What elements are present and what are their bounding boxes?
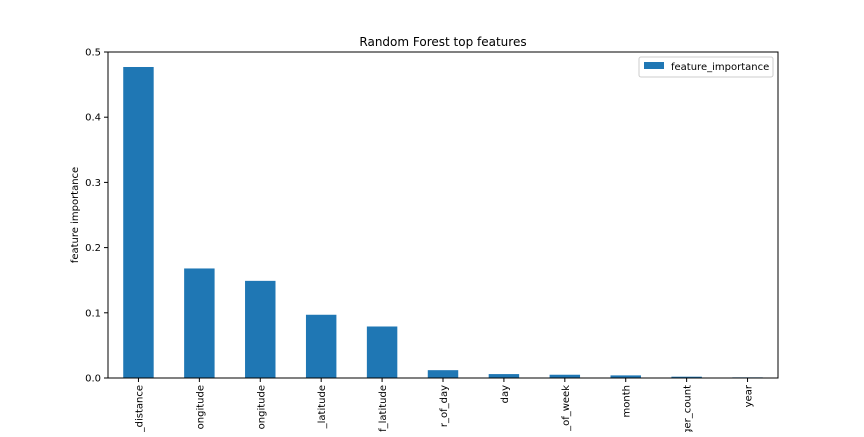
legend-label: feature_importance bbox=[671, 62, 769, 73]
y-tick-label-5: 0.5 bbox=[85, 48, 101, 59]
y-axis: 0.0 0.1 0.2 0.3 0.4 0.5 bbox=[85, 48, 108, 385]
y-tick-label-1: 0.1 bbox=[85, 308, 101, 319]
legend: feature_importance bbox=[638, 56, 774, 78]
bar-5 bbox=[427, 370, 459, 378]
bar-9 bbox=[671, 376, 702, 378]
bar-0 bbox=[123, 66, 154, 378]
x-tick-label-8: month bbox=[622, 385, 633, 417]
y-tick-label-2: 0.2 bbox=[85, 243, 101, 254]
x-tick-label-0: _distance bbox=[134, 385, 145, 432]
legend-box bbox=[638, 56, 774, 78]
x-tick-label-6: day bbox=[500, 385, 511, 403]
x-tick-label-10: year bbox=[744, 384, 755, 407]
bar-2 bbox=[245, 280, 276, 378]
y-tick-label-0: 0.0 bbox=[85, 374, 101, 385]
x-tick-label-3: _latitude bbox=[317, 385, 328, 429]
x-tick-label-5: r_of_day bbox=[439, 385, 450, 427]
bar-7 bbox=[549, 374, 581, 378]
x-tick-label-7: _of_week bbox=[561, 385, 572, 432]
x-tick-label-9: ger_count bbox=[683, 385, 694, 432]
bar-8 bbox=[610, 375, 641, 378]
bars-group bbox=[123, 66, 763, 378]
x-tick-label-4: f_latitude bbox=[378, 385, 389, 432]
bar-6 bbox=[488, 374, 520, 378]
x-axis: _distance ongitude ongitude _latitude f_lati… bbox=[134, 378, 755, 435]
chart-title: Random Forest top features bbox=[359, 35, 526, 49]
x-tick-label-2: ongitude bbox=[256, 385, 267, 429]
bar-3 bbox=[305, 314, 337, 378]
y-axis-label: feature importance bbox=[70, 167, 81, 263]
y-tick-label-3: 0.3 bbox=[85, 178, 101, 189]
x-tick-label-1: ongitude bbox=[195, 385, 206, 429]
plot-frame bbox=[107, 51, 779, 379]
bar-1 bbox=[184, 268, 215, 378]
legend-swatch bbox=[644, 62, 664, 69]
bar-4 bbox=[366, 326, 398, 378]
y-tick-label-4: 0.4 bbox=[85, 113, 101, 124]
